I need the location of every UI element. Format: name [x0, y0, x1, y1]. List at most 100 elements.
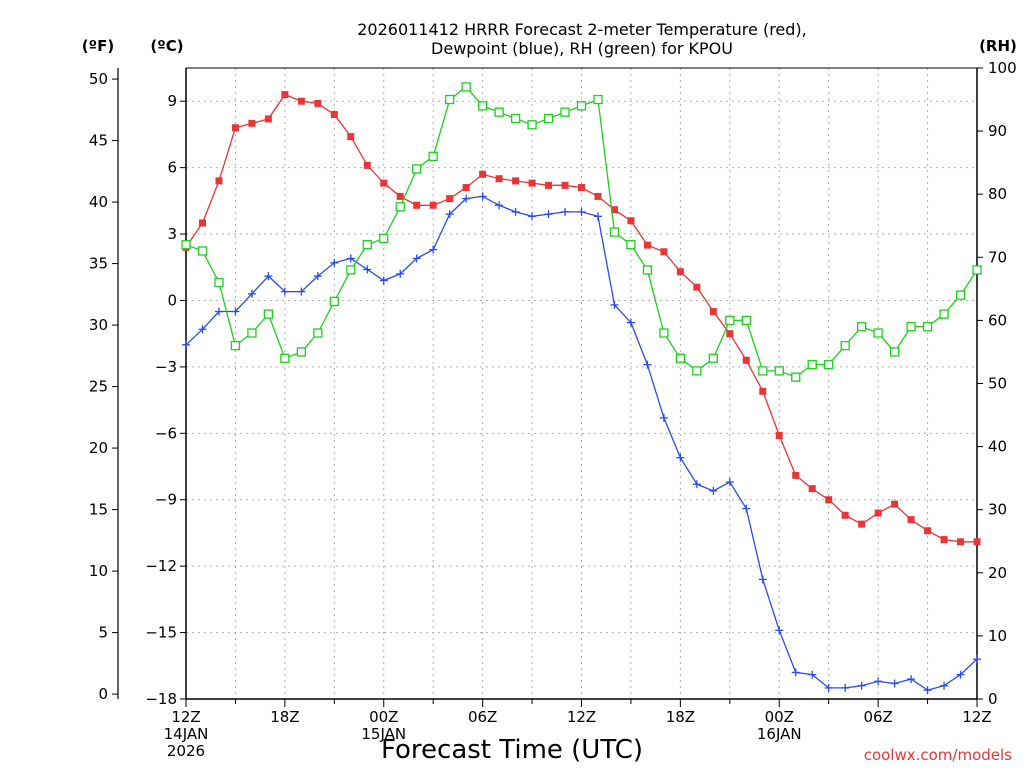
dewpoint-point: [643, 360, 652, 369]
temperature-point: [545, 181, 553, 189]
rh-point: [527, 120, 537, 130]
temperature-point: [792, 471, 800, 479]
temperature-point: [660, 248, 668, 256]
rh-point: [889, 347, 900, 357]
rh-point: [296, 347, 307, 357]
fahrenheit-tick-label: 45: [89, 132, 108, 150]
temperature-point: [841, 511, 849, 519]
rh-point: [626, 240, 636, 250]
x-tick-label: 00Z: [765, 708, 794, 726]
dewpoint-point: [462, 194, 471, 203]
dewpoint-point: [659, 413, 668, 422]
x-axis-label: Forecast Time (UTC): [381, 735, 643, 765]
temperature-point: [363, 161, 371, 169]
temperature-point: [215, 177, 223, 185]
rh-tick-label: 60: [988, 311, 1007, 329]
temperature-point: [396, 192, 404, 200]
temperature-point: [643, 241, 651, 249]
rh-tick-label: 90: [988, 122, 1007, 140]
rh-point: [922, 322, 933, 332]
rh-point: [412, 164, 422, 174]
rh-point: [477, 101, 488, 111]
dewpoint-point: [478, 192, 487, 201]
temperature-point: [825, 496, 833, 504]
rh-point: [791, 372, 801, 382]
temperature-point: [858, 520, 866, 528]
temperature-point: [248, 119, 256, 127]
celsius-tick-label: 9: [167, 92, 177, 110]
celsius-tick-label: 0: [167, 291, 177, 309]
rh-point: [873, 328, 883, 338]
temperature-point: [973, 538, 981, 546]
dewpoint-point: [429, 245, 438, 254]
dewpoint-point: [346, 254, 355, 263]
rh-point: [659, 328, 669, 338]
fahrenheit-tick-label: 30: [89, 316, 108, 334]
dewpoint-point: [775, 626, 784, 635]
temperature-point: [594, 192, 602, 200]
rh-point: [313, 328, 323, 338]
temperature-point: [330, 110, 338, 118]
fahrenheit-tick-label: 35: [89, 255, 108, 273]
celsius-tick-label: 3: [167, 225, 177, 243]
rh-tick-label: 100: [988, 59, 1017, 77]
temperature-point: [709, 308, 717, 316]
fahrenheit-tick-label: 15: [89, 501, 108, 519]
temperature-point: [808, 485, 816, 493]
dewpoint-point: [973, 655, 981, 664]
temperature-point: [907, 516, 915, 524]
dewpoint-point: [907, 675, 916, 684]
celsius-tick-label: −3: [155, 358, 177, 376]
rh-point: [972, 265, 982, 275]
rh-point: [428, 151, 438, 161]
temperature-point: [462, 184, 470, 192]
rh-point: [692, 366, 702, 376]
dewpoint-point: [593, 212, 602, 221]
fahrenheit-tick-label: 5: [98, 624, 108, 642]
temperature-point: [676, 268, 684, 276]
x-tick-label: 12Z: [567, 708, 596, 726]
dewpoint-point: [313, 272, 322, 281]
fahrenheit-tick-label: 20: [89, 439, 108, 457]
dewpoint-point: [544, 210, 553, 219]
rh-point: [510, 113, 521, 124]
rh-point: [708, 353, 718, 363]
dewpoint-point: [709, 486, 718, 495]
rh-point: [461, 82, 471, 92]
x-tick-label: 12Z: [171, 708, 200, 726]
watermark: coolwx.com/models: [864, 746, 1012, 764]
fahrenheit-tick-label: 50: [89, 70, 108, 88]
temperature-point: [429, 201, 437, 209]
rh-point: [955, 290, 966, 300]
temperature-point: [347, 133, 355, 141]
rh-tick-label: 30: [988, 501, 1007, 519]
dewpoint-point: [692, 480, 701, 489]
temperature-point: [874, 509, 882, 517]
dewpoint-point: [511, 207, 520, 216]
rh-point: [576, 101, 587, 111]
rh-point: [379, 233, 389, 244]
x-tick-label: 00Z: [369, 708, 398, 726]
x-tick-label: 06Z: [863, 708, 892, 726]
temperature-point: [198, 219, 206, 227]
temperature-point: [413, 201, 421, 209]
temperature-point: [561, 181, 569, 189]
rh-point: [329, 296, 339, 307]
rh-point: [856, 322, 867, 332]
rh-point: [675, 353, 686, 363]
dewpoint-point: [396, 269, 405, 278]
temperature-point: [578, 184, 585, 192]
rh-point: [280, 353, 290, 363]
temperature-point: [759, 387, 767, 395]
temperature-point: [281, 91, 289, 99]
fahrenheit-tick-label: 25: [89, 378, 108, 396]
temperature-point: [380, 179, 388, 187]
dewpoint-point: [676, 453, 685, 462]
chart-title-line-2: Dewpoint (blue), RH (green) for KPOU: [431, 39, 733, 58]
dewpoint-point: [923, 686, 932, 695]
temperature-point: [512, 177, 520, 185]
dewpoint-point: [561, 207, 570, 216]
rh-tick-label: 70: [988, 248, 1007, 266]
x-tick-label: 18Z: [270, 708, 299, 726]
